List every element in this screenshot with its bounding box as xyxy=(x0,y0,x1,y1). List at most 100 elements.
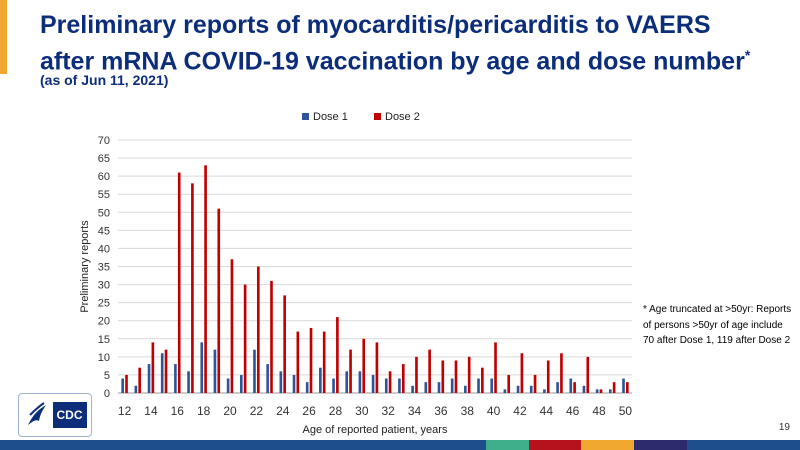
y-tick-label: 20 xyxy=(98,316,110,328)
dose2-bar xyxy=(151,342,155,393)
stripe-segment xyxy=(485,440,529,450)
dose2-bar xyxy=(573,382,576,393)
dose1-bar xyxy=(516,385,520,393)
dose2-bar xyxy=(520,353,524,393)
stripe-segment xyxy=(686,440,800,450)
dose1-bar xyxy=(424,382,428,393)
dose2-bar xyxy=(243,284,247,393)
dose2-bar xyxy=(204,165,207,393)
dose1-bar xyxy=(490,378,494,393)
x-tick-label: 44 xyxy=(540,404,554,418)
y-axis-title: Preliminary reports xyxy=(79,220,91,313)
dose1-bar xyxy=(411,385,414,393)
x-tick-label: 30 xyxy=(355,404,369,418)
x-tick-label: 32 xyxy=(381,404,395,418)
dose1-bar xyxy=(266,364,269,393)
dose1-bar xyxy=(279,371,283,393)
x-tick-label: 38 xyxy=(461,404,475,418)
x-axis-title: Age of reported patient, years xyxy=(303,424,448,436)
stripe-segment xyxy=(0,440,486,450)
dose2-bar xyxy=(626,382,629,393)
x-tick-label: 48 xyxy=(592,404,606,418)
legend-swatch xyxy=(302,113,309,120)
dose2-bar xyxy=(586,356,590,393)
x-tick-label: 20 xyxy=(223,404,237,418)
bar-chart: 0 5 10 15 20 25 30 35 40 45 50 55 60 65 70 12 14 16 18 20 22… xyxy=(79,111,633,436)
y-tick-label: 5 xyxy=(104,370,110,382)
dose1-bar xyxy=(543,389,546,393)
dose1-bar xyxy=(345,371,349,393)
dose2-bar xyxy=(322,331,326,393)
title-text: Preliminary reports of myocarditis/peric… xyxy=(40,11,745,76)
dose1-bar xyxy=(187,371,190,393)
x-tick-label: 18 xyxy=(197,404,211,418)
y-tick-label: 55 xyxy=(98,189,110,201)
y-tick-label: 70 xyxy=(98,135,110,147)
dose1-bar xyxy=(358,371,362,393)
hhs-eagle-icon xyxy=(27,402,46,425)
dose1-bar xyxy=(437,382,441,393)
dose2-bar xyxy=(507,374,511,393)
dose2-bar xyxy=(336,317,339,393)
dose1-bar xyxy=(121,378,124,393)
x-tick-label: 26 xyxy=(302,404,316,418)
dose1-bar xyxy=(622,378,625,393)
x-tick-label: 12 xyxy=(118,404,132,418)
dose2-bar xyxy=(441,360,445,393)
dose2-bar xyxy=(125,374,128,393)
y-tick-label: 30 xyxy=(98,280,110,292)
x-tick-label: 36 xyxy=(434,404,448,418)
dose2-bar xyxy=(256,266,260,393)
dose2-bar xyxy=(270,280,273,393)
dose2-bar xyxy=(467,356,471,393)
dose1-bar xyxy=(226,378,230,393)
dose1-bar xyxy=(200,342,204,393)
x-tick-label: 14 xyxy=(144,404,158,418)
dose2-bar xyxy=(296,331,300,393)
dose2-bar xyxy=(388,371,392,393)
legend-swatch xyxy=(374,113,381,120)
dose1-bar xyxy=(160,353,164,393)
dose2-bar xyxy=(309,327,313,393)
y-tick-label: 0 xyxy=(104,388,110,400)
dose2-bar xyxy=(191,183,194,393)
dose1-bar xyxy=(582,385,586,393)
dose1-bar xyxy=(608,389,612,393)
dose2-bar xyxy=(164,349,168,393)
page-number: 19 xyxy=(778,422,790,433)
y-tick-label: 35 xyxy=(98,262,110,274)
dose2-bar xyxy=(428,349,431,393)
dose2-bar xyxy=(494,342,497,393)
stripe-segment xyxy=(634,440,687,450)
cdc-logo-text: CDC xyxy=(52,402,87,428)
legend-label: Dose 1 xyxy=(313,111,348,123)
dose2-bar xyxy=(349,349,352,393)
bottom-color-stripe xyxy=(0,440,800,450)
dose2-bar xyxy=(546,360,550,393)
dose1-bar xyxy=(305,382,309,393)
dose2-bar xyxy=(177,172,181,393)
y-tick-label: 25 xyxy=(98,298,110,310)
stripe-segment xyxy=(581,440,634,450)
stripe-segment xyxy=(528,440,582,450)
dose2-bar xyxy=(599,389,603,393)
dose2-bar xyxy=(560,353,563,393)
y-tick-label: 65 xyxy=(98,153,110,165)
dose1-bar xyxy=(450,378,454,393)
dose2-bar xyxy=(283,295,286,393)
dose1-bar xyxy=(332,378,335,393)
x-tick-label: 28 xyxy=(329,404,343,418)
dose1-bar xyxy=(253,349,256,393)
dose1-bar xyxy=(464,385,467,393)
dose2-bar xyxy=(612,382,616,393)
x-tick-label: 50 xyxy=(619,404,633,418)
dose2-bar xyxy=(230,259,234,393)
x-tick-label: 40 xyxy=(487,404,501,418)
y-tick-label: 45 xyxy=(98,225,110,237)
x-tick-label: 34 xyxy=(408,404,422,418)
accent-bar xyxy=(0,0,7,74)
dose1-bar xyxy=(503,389,507,393)
dose1-bar xyxy=(319,367,322,393)
legend-label: Dose 2 xyxy=(385,111,420,123)
dose1-bar xyxy=(569,378,573,393)
